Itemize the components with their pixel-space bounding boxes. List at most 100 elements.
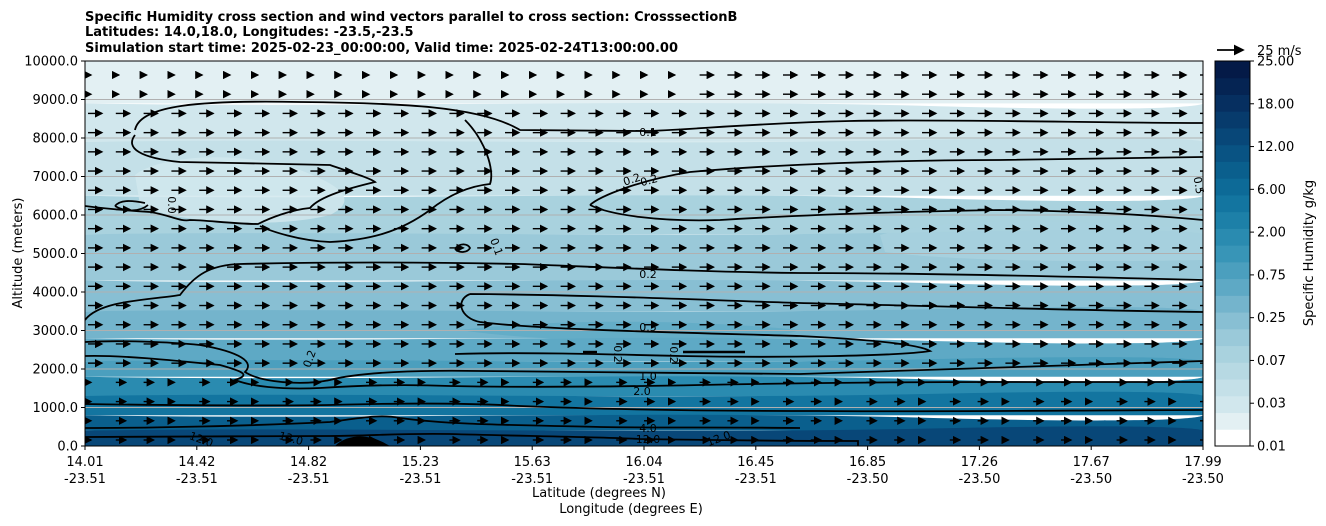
quiver-key-label: 25 m/s: [1257, 44, 1302, 59]
contour-label: 0.2: [301, 348, 319, 369]
x-tick-label-lat: 17.67: [1073, 455, 1110, 470]
colorbar-tick-label: 0.03: [1257, 397, 1286, 412]
colorbar-tick-label: 0.25: [1257, 311, 1286, 326]
x-tick-label-lat: 14.42: [178, 455, 215, 470]
colorbar-label: Specific Humidity g/kg: [1302, 180, 1317, 326]
colorbar: 0.01 0.03 0.07 0.25 0.75 2.00 6.00 12.00 18.00 25…: [1214, 55, 1294, 455]
colorbar-segment: [1215, 211, 1250, 229]
contour-line-0.2-right: [589, 156, 1203, 206]
plot-area: 0.10.20.20.20.51.02.04.012.0 12.0 12.0 12.0…: [84, 60, 1206, 450]
contour-line-2.0: [85, 354, 1203, 390]
colorbar-segment: [1215, 245, 1250, 263]
x-tick-label-lon: -23.51: [288, 472, 330, 487]
colorbar-tick-label: 0.07: [1257, 354, 1286, 369]
y-tick-label: 5000.0: [33, 247, 79, 262]
x-tick-label-lon: -23.51: [511, 472, 553, 487]
colorbar-segment: [1215, 94, 1250, 112]
x-tick-label-lon: -23.51: [399, 472, 441, 487]
colorbar-frame: [1214, 60, 1251, 447]
colorbar-segment: [1215, 144, 1250, 162]
colorbar-tick-label: 0.75: [1257, 268, 1286, 283]
x-axis-label-latitude: Latitude (degrees N): [532, 486, 666, 501]
x-tick-label-lon: -23.51: [735, 472, 777, 487]
colorbar-segment: [1215, 161, 1250, 179]
x-tick-label-lat: 15.23: [402, 455, 439, 470]
colorbar-segment: [1215, 295, 1250, 313]
y-tick-label: 2000.0: [33, 363, 79, 378]
colorbar-tick-label: 2.00: [1257, 226, 1286, 241]
colorbar-segment: [1215, 261, 1250, 280]
contour-label: 0.2: [667, 346, 680, 364]
x-tick-label-lat: 14.82: [290, 455, 327, 470]
contour-label: 0.2: [639, 268, 657, 281]
x-tick-label-lon: -23.50: [1182, 472, 1224, 487]
x-tick-label-lat: 14.01: [66, 455, 103, 470]
contour-label: 2.0: [633, 385, 651, 398]
colorbar-segment: [1215, 429, 1250, 447]
y-tick-label: 9000.0: [33, 93, 79, 108]
contour-label: 0.2: [611, 345, 624, 363]
chart-title-line-3: Simulation start time: 2025-02-23_00:00:…: [85, 41, 678, 56]
colorbar-segment: [1215, 127, 1250, 146]
colorbar-tick-label: 25.00: [1257, 55, 1294, 70]
colorbar-segment: [1215, 362, 1250, 380]
chart-title-line-1: Specific Humidity cross section and wind…: [85, 10, 737, 25]
colorbar-tick-label: 0.01: [1257, 440, 1286, 455]
colorbar-segment: [1215, 395, 1250, 414]
x-tick-label-lat: 16.45: [737, 455, 774, 470]
x-tick-label-lat: 17.99: [1184, 455, 1221, 470]
colorbar-tick-label: 18.00: [1257, 97, 1294, 112]
contour-label: 0.2: [639, 172, 659, 189]
colorbar-segment: [1215, 228, 1250, 246]
humidity-band: [85, 280, 1203, 312]
y-tick-label: 6000.0: [33, 209, 79, 224]
y-tick-label: 1000.0: [33, 401, 79, 416]
x-tick-label-lon: -23.50: [1070, 472, 1112, 487]
colorbar-segment: [1215, 77, 1250, 95]
y-tick-label: 3000.0: [33, 324, 79, 339]
y-tick-label: 8000.0: [33, 132, 79, 147]
colorbar-segment: [1215, 312, 1250, 330]
y-tick-label: 0.0: [57, 440, 78, 455]
x-tick-label-lat: 17.26: [961, 455, 998, 470]
x-tick-label-lon: -23.51: [176, 472, 218, 487]
x-tick-label-lat: 15.63: [514, 455, 551, 470]
colorbar-segment: [1215, 178, 1250, 196]
humidity-band: [85, 61, 1203, 104]
colorbar-segment: [1215, 345, 1250, 363]
contour-line-4.0: [85, 415, 801, 429]
x-tick-label-lon: -23.50: [958, 472, 1000, 487]
chart-title-line-2: Latitudes: 14.0,18.0, Longitudes: -23.5,…: [85, 25, 414, 40]
y-tick-label: 10000.0: [24, 55, 78, 70]
contour-label: 4.0: [639, 422, 657, 435]
dry-pocket-right: [880, 220, 1203, 262]
colorbar-segment: [1215, 194, 1250, 213]
contour-line-0.2-right-lower: [589, 204, 1203, 222]
contour-line-4.0-upper: [85, 402, 1203, 413]
y-tick-label: 4000.0: [33, 286, 79, 301]
x-tick-label-lat: 16.85: [849, 455, 886, 470]
colorbar-tick-label: 6.00: [1257, 183, 1286, 198]
y-axis-label: Altitude (meters): [11, 198, 26, 309]
colorbar-tick-label: 12.00: [1257, 140, 1294, 155]
colorbar-segment: [1215, 278, 1250, 296]
x-axis-label-longitude: Longitude (degrees E): [559, 502, 703, 517]
colorbar-segment: [1215, 379, 1250, 397]
contour-line-dry-tongue: [114, 200, 149, 212]
colorbar-segment: [1215, 328, 1250, 347]
x-tick-label-lon: -23.51: [64, 472, 106, 487]
contour-label: 0.5: [639, 321, 657, 334]
contour-label: 1.0: [639, 370, 657, 383]
x-tick-label-lon: -23.51: [623, 472, 665, 487]
colorbar-segment: [1215, 61, 1250, 79]
x-tick-label-lon: -23.50: [847, 472, 889, 487]
x-tick-label-lat: 16.04: [625, 455, 662, 470]
humidity-band: [85, 357, 1203, 377]
contour-label: 0.0: [165, 196, 178, 214]
contour-line-0.2-upper-loop: [85, 134, 378, 225]
contour-line-1.0: [85, 340, 1203, 384]
colorbar-segment: [1215, 412, 1250, 430]
colorbar-segment: [1215, 111, 1250, 129]
y-tick-label: 7000.0: [33, 170, 79, 185]
